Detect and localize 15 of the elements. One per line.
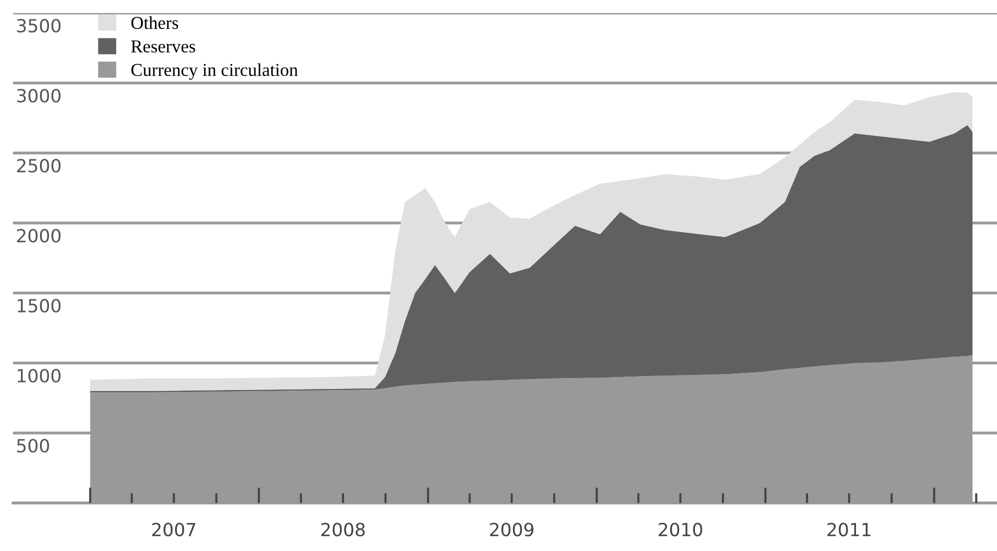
y-tick-label: 3500: [17, 18, 61, 33]
legend-label: Reserves: [131, 40, 196, 53]
x-tick-label: 2007: [152, 522, 196, 536]
x-tick-label: 2009: [490, 522, 534, 536]
legend-label: Others: [131, 16, 178, 29]
x-tick-label: 2010: [658, 522, 702, 536]
y-tick-label: 2000: [17, 228, 61, 243]
legend-label: Currency in circulation: [131, 63, 298, 80]
y-tick-label: 2500: [17, 158, 61, 173]
y-tick-label: 1000: [18, 368, 61, 383]
y-tick-label: 3000: [17, 88, 61, 103]
x-tick-label: 2011: [827, 522, 870, 536]
x-tick-label: 2008: [321, 522, 365, 536]
y-tick-label: 500: [17, 438, 50, 453]
y-tick-label: 1500: [18, 298, 61, 313]
